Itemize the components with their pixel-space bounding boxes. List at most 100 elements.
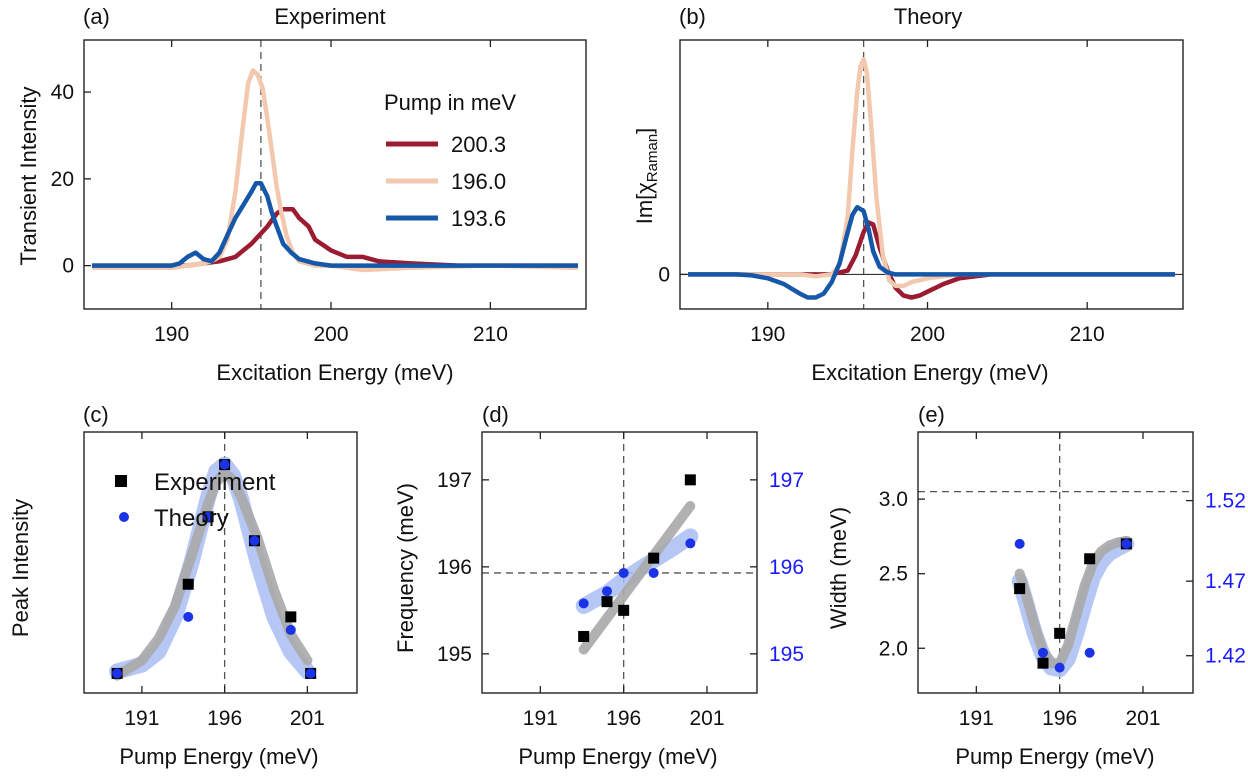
plot-frame xyxy=(83,431,358,694)
panel-c-tag: (c) xyxy=(83,402,109,427)
experiment-point xyxy=(684,474,696,486)
x-tick-label: 190 xyxy=(750,323,785,346)
theory-point xyxy=(618,567,629,578)
x-tick-label: 210 xyxy=(1070,323,1105,346)
fit-curve xyxy=(1011,535,1135,678)
y-tick-label: 195 xyxy=(437,643,472,666)
plot-frame xyxy=(481,431,758,694)
panel-c-ylabel: Peak Intensity xyxy=(8,499,33,637)
theory-point xyxy=(1038,647,1048,658)
fit-curve xyxy=(112,468,313,681)
panel-b-ylabel-end: ] xyxy=(632,128,657,134)
x-tick-label: 210 xyxy=(473,323,508,346)
theory-point xyxy=(183,611,194,622)
theory-point xyxy=(249,535,260,546)
x-tick-label: 200 xyxy=(313,323,348,346)
y-tick-label: 20 xyxy=(51,168,74,191)
y-tick-label: 3.0 xyxy=(879,488,908,511)
theory-point xyxy=(203,511,214,522)
experiment-point xyxy=(578,630,590,642)
x-tick-label: 196 xyxy=(606,707,641,730)
x-tick-label: 196 xyxy=(207,707,242,730)
fit-curve xyxy=(578,501,696,655)
y2-tick-label: 1.47 xyxy=(1205,570,1246,593)
panel-e-tag: (e) xyxy=(918,402,945,427)
panel-b-ylabel-sub: Raman xyxy=(644,134,661,182)
panel-b-tag: (b) xyxy=(679,4,706,29)
series-line-200.3 xyxy=(688,220,1175,300)
legend-title: Pump in meV xyxy=(384,90,516,115)
panel-b-title: Theory xyxy=(894,4,962,29)
panel-d-xlabel: Pump Energy (meV) xyxy=(518,744,717,769)
y-tick-label: 0 xyxy=(62,255,74,278)
x-tick-label: 190 xyxy=(154,323,189,346)
legend-theory-label: Theory xyxy=(154,505,229,532)
experiment-point xyxy=(1037,657,1049,669)
panel-d-tag: (d) xyxy=(482,402,509,427)
series-line-193.6 xyxy=(92,180,578,268)
panel-d-ylabel: Frequency (meV) xyxy=(393,483,418,653)
experiment-point xyxy=(648,552,660,564)
legend-label: 193.6 xyxy=(451,206,506,231)
plot-layer: 190 200 210 0 20 40 Pump in meV 200.3 196.0 193.6… xyxy=(51,39,1246,730)
experiment-point xyxy=(285,611,297,623)
panel-b-ylabel: Im[χRaman] xyxy=(632,128,661,225)
experiment-point xyxy=(182,578,194,590)
theory-point xyxy=(219,459,230,470)
theory-point xyxy=(685,538,696,549)
theory-point xyxy=(305,668,316,679)
x-tick-label: 201 xyxy=(689,707,724,730)
y-tick-label: 40 xyxy=(51,81,74,104)
y2-tick-label: 195 xyxy=(769,643,804,666)
panel-b-xlabel: Excitation Energy (meV) xyxy=(811,360,1048,385)
legend-experiment-label: Experiment xyxy=(154,469,276,496)
x-tick-label: 191 xyxy=(523,707,558,730)
panel-a-xlabel: Excitation Energy (meV) xyxy=(216,360,453,385)
panel-a-plot: 190 200 210 0 20 40 Pump in meV 200.3 196.0 193.6 xyxy=(51,39,587,346)
legend-theory-marker xyxy=(119,512,129,522)
experiment-point xyxy=(1014,583,1026,595)
theory-point xyxy=(1084,647,1095,658)
x-tick-label: 196 xyxy=(1042,707,1077,730)
panel-c-plot: 191 196 201 Experiment Theory xyxy=(83,431,358,730)
panel-a-tag: (a) xyxy=(83,4,110,29)
x-tick-label: 191 xyxy=(959,707,994,730)
panel-d-plot: 191 196 201 195 196 197 195 196 197 xyxy=(437,431,804,730)
experiment-point xyxy=(601,596,613,608)
experiment-point xyxy=(618,604,630,616)
fit-curve xyxy=(1014,535,1132,669)
panel-a-ylabel: Transient Intensity xyxy=(16,87,41,266)
theory-point xyxy=(1054,662,1065,673)
series-line-193.6 xyxy=(688,204,1175,300)
y2-tick-label: 197 xyxy=(769,469,804,492)
panel-b-plot: 190 200 210 0 xyxy=(658,39,1184,346)
theory-point xyxy=(1014,538,1025,549)
legend-label: 196.0 xyxy=(451,169,506,194)
theory-point xyxy=(578,598,589,609)
theory-point xyxy=(1121,538,1132,549)
y2-tick-label: 1.42 xyxy=(1205,645,1246,668)
panel-e-ylabel: Width (meV) xyxy=(826,507,851,629)
y-tick-label: 197 xyxy=(437,469,472,492)
theory-point xyxy=(112,668,123,679)
experiment-point xyxy=(1084,553,1096,565)
panel-c-xlabel: Pump Energy (meV) xyxy=(119,744,318,769)
y-tick-label: 0 xyxy=(658,263,670,286)
y2-tick-label: 196 xyxy=(769,556,804,579)
legend-experiment-marker xyxy=(115,475,127,487)
plot-frame xyxy=(917,431,1194,694)
plot-frame xyxy=(83,39,587,310)
panel-a-title: Experiment xyxy=(274,4,385,29)
theory-point xyxy=(648,567,659,578)
y-tick-label: 2.0 xyxy=(879,637,908,660)
theory-point xyxy=(285,624,296,635)
legend-label: 200.3 xyxy=(451,132,506,157)
panel-e-xlabel: Pump Energy (meV) xyxy=(955,744,1154,769)
y-tick-label: 196 xyxy=(437,556,472,579)
x-tick-label: 200 xyxy=(910,323,945,346)
y-tick-label: 2.5 xyxy=(879,563,908,586)
x-tick-label: 201 xyxy=(290,707,325,730)
experiment-point xyxy=(1054,627,1066,639)
plot-frame xyxy=(679,39,1184,310)
